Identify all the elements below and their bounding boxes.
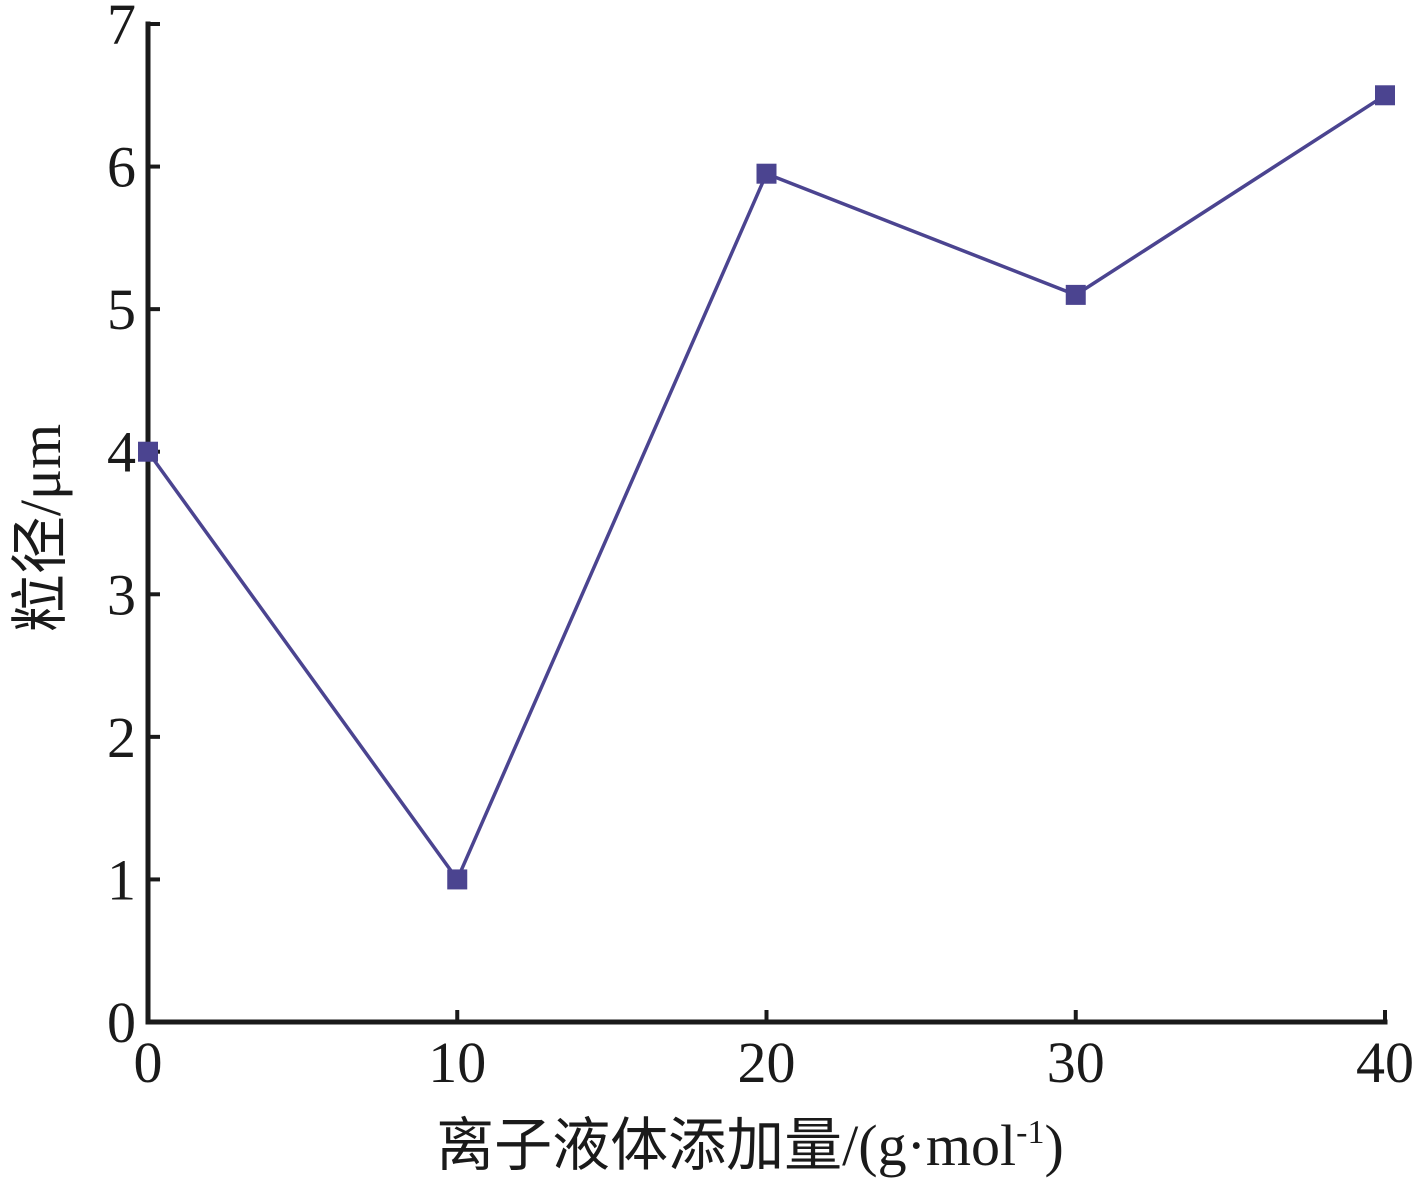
data-point-marker: [447, 869, 468, 890]
series-line: [146, 93, 1386, 883]
y-tick-label: 5: [107, 277, 136, 342]
x-tick-label: 40: [1356, 1030, 1414, 1095]
y-tick-label: 0: [107, 990, 136, 1055]
y-tick-label: 4: [107, 420, 136, 485]
series-layer: [138, 85, 1395, 890]
axis-labels: 粒径/μm 离子液体添加量/(g·mol-1): [8, 424, 1064, 1178]
x-axis-label-suffix: ): [1044, 1113, 1063, 1178]
x-axis-label-main: 离子液体添加量/(g·mol: [436, 1113, 1016, 1178]
x-tick-label: 0: [134, 1030, 163, 1095]
y-tick-label: 2: [107, 705, 136, 770]
x-tick-label: 10: [428, 1030, 486, 1095]
x-tick-label: 20: [738, 1030, 796, 1095]
data-point-marker: [138, 441, 158, 462]
data-point-marker: [1065, 284, 1086, 305]
axes: 0 1 2 3 4 5 6 7 0 10 20 30 40: [107, 0, 1414, 1095]
y-tick-label: 3: [107, 562, 136, 627]
x-tick-label: 30: [1047, 1030, 1105, 1095]
x-axis-label-superscript: -1: [1016, 1114, 1044, 1151]
data-point-marker: [756, 163, 777, 184]
y-tick-label: 1: [107, 847, 136, 912]
y-tick-label: 7: [107, 0, 136, 57]
y-tick-label: 6: [107, 135, 136, 200]
data-point-marker: [1375, 85, 1395, 106]
x-axis-label: 离子液体添加量/(g·mol-1): [436, 1113, 1064, 1178]
y-axis-label: 粒径/μm: [8, 424, 73, 632]
